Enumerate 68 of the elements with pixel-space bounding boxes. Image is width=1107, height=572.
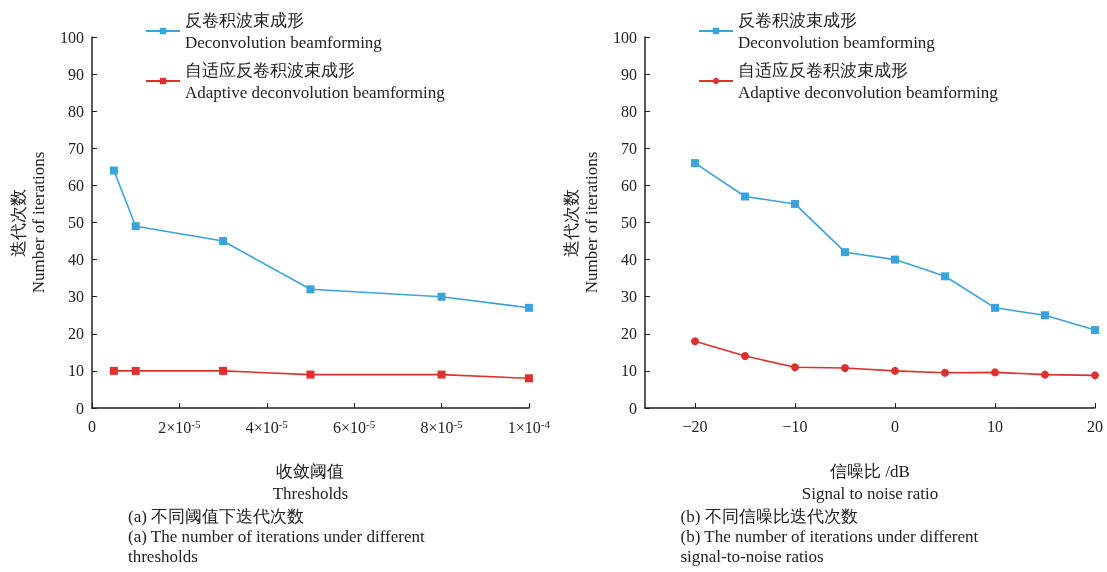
point	[306, 370, 315, 379]
y-tick-label: 80	[68, 102, 84, 120]
y-tick-label: 100	[613, 28, 637, 46]
y-tick-label: 40	[621, 251, 637, 269]
y-tick-label: 0	[629, 399, 637, 417]
y-tick-label: 0	[76, 399, 84, 417]
point	[991, 303, 999, 312]
y-tick-label: 50	[621, 214, 637, 231]
point	[437, 292, 446, 301]
text: (b) 不同信噪比迭代次数 (b) The number of iterations under different signal-to-noise ratios	[680, 506, 979, 566]
y-tick-label: 90	[68, 65, 84, 83]
y-tick-label: 30	[621, 288, 637, 306]
x-tick-label: 0	[891, 417, 899, 435]
y-tick-label: 100	[60, 28, 84, 46]
point	[524, 303, 533, 312]
y-tick-label: 10	[621, 362, 637, 380]
point	[131, 366, 140, 375]
y-axis-title: 迭代次数 Number of iterations	[8, 151, 48, 294]
point	[1091, 371, 1099, 380]
point	[841, 248, 849, 257]
y-tick-label: 40	[68, 251, 84, 269]
legend-label: 自适应反卷积波束成形 Adaptive deconvolution beamforming	[185, 60, 446, 102]
point	[219, 237, 228, 246]
y-tick-label: 70	[621, 139, 637, 157]
y-tick-label: 30	[68, 288, 84, 306]
x-tick-label: −10	[782, 417, 808, 435]
x-tick-label: 0	[88, 417, 96, 435]
y-axis-title: 迭代次数 Number of iterations	[561, 151, 601, 294]
point	[691, 159, 699, 168]
y-tick-label: 60	[68, 176, 84, 194]
point	[109, 166, 118, 175]
point	[1091, 326, 1099, 335]
point	[941, 368, 949, 377]
legend-label: 反卷积波束成形 Deconvolution beamforming	[185, 10, 383, 52]
point	[219, 366, 228, 375]
x-tick-label: 20	[1087, 417, 1103, 435]
y-tick-label: 70	[68, 139, 84, 157]
x-axis-title: 信噪比 /dB Signal to noise ratio	[801, 461, 939, 503]
point	[109, 366, 118, 375]
legend-label: 自适应反卷积波束成形 Adaptive deconvolution beamforming	[738, 60, 999, 102]
point	[1041, 370, 1049, 379]
point	[891, 255, 899, 264]
point	[791, 363, 799, 372]
x-tick-label: 10	[987, 417, 1003, 435]
point	[991, 368, 999, 377]
legend-label: 反卷积波束成形 Deconvolution beamforming	[738, 10, 936, 52]
point	[891, 366, 899, 375]
text: (a) 不同阈值下迭代次数 (a) The number of iterations under different thresholds	[127, 506, 425, 566]
y-tick-label: 20	[68, 325, 84, 343]
point	[1041, 311, 1049, 320]
y-tick-label: 50	[68, 214, 84, 231]
y-tick-label: 10	[68, 362, 84, 380]
point	[741, 352, 749, 361]
point	[437, 370, 446, 379]
point	[131, 222, 140, 231]
point	[306, 285, 315, 294]
y-tick-label: 90	[621, 65, 637, 83]
x-axis-title: 收敛阈值 Thresholds	[272, 461, 349, 503]
point	[841, 363, 849, 372]
point	[741, 192, 749, 201]
y-tick-label: 80	[621, 102, 637, 120]
x-tick-label: −20	[682, 417, 708, 435]
point	[941, 272, 949, 281]
point	[691, 337, 699, 346]
point	[524, 374, 533, 383]
y-tick-label: 20	[621, 325, 637, 343]
point	[791, 199, 799, 208]
y-tick-label: 60	[621, 176, 637, 194]
